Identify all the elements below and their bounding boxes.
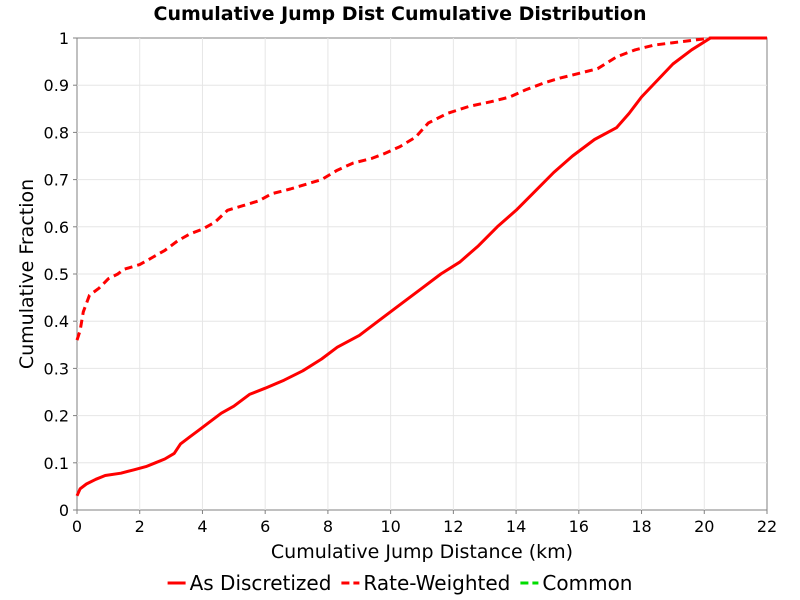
x-tick-label: 16 — [569, 517, 589, 536]
x-tick-label: 6 — [260, 517, 270, 536]
legend-label: Rate-Weighted — [363, 571, 510, 595]
series-lines — [75, 36, 767, 497]
y-tick-label: 1 — [59, 29, 69, 48]
y-tick-label: 0.3 — [44, 359, 69, 378]
y-tick-label: 0.8 — [44, 123, 69, 142]
legend-item: As Discretized — [167, 571, 332, 595]
series-line-2 — [75, 36, 767, 341]
y-tick-label: 0.1 — [44, 454, 69, 473]
chart-title: Cumulative Jump Dist Cumulative Distribu… — [154, 3, 647, 25]
y-tick-label: 0.4 — [44, 312, 69, 331]
y-axis-label: Cumulative Fraction — [16, 179, 38, 369]
x-tick-label: 4 — [197, 517, 207, 536]
y-tick-label: 0 — [59, 501, 69, 520]
legend-item: Rate-Weighted — [341, 571, 510, 595]
x-tick-label: 20 — [694, 517, 714, 536]
x-axis-label: Cumulative Jump Distance (km) — [271, 541, 573, 563]
series-line-1 — [75, 36, 767, 497]
y-tick-label: 0.2 — [44, 407, 69, 426]
grid — [77, 38, 767, 510]
x-tick-label: 18 — [631, 517, 651, 536]
x-tick-label: 10 — [380, 517, 400, 536]
x-tick-label: 0 — [72, 517, 82, 536]
y-tick-label: 0.5 — [44, 265, 69, 284]
x-axis-ticks: 0 2 4 6 8 10 12 14 16 18 20 22 — [72, 510, 777, 536]
x-tick-label: 8 — [323, 517, 333, 536]
y-tick-label: 0.6 — [44, 218, 69, 237]
y-axis-ticks: 0 0.1 0.2 0.3 0.4 0.5 0.6 0.7 0.8 0.9 1 — [44, 29, 77, 520]
x-tick-label: 14 — [506, 517, 526, 536]
legend-label: As Discretized — [190, 571, 332, 595]
legend-item: Common — [520, 571, 632, 595]
x-tick-label: 22 — [757, 517, 777, 536]
x-tick-label: 2 — [135, 517, 145, 536]
y-tick-label: 0.9 — [44, 76, 69, 95]
legend-label: Common — [542, 571, 632, 595]
y-tick-label: 0.7 — [44, 171, 69, 190]
x-tick-label: 12 — [443, 517, 463, 536]
legend: As Discretized Rate-Weighted Common — [167, 571, 632, 595]
